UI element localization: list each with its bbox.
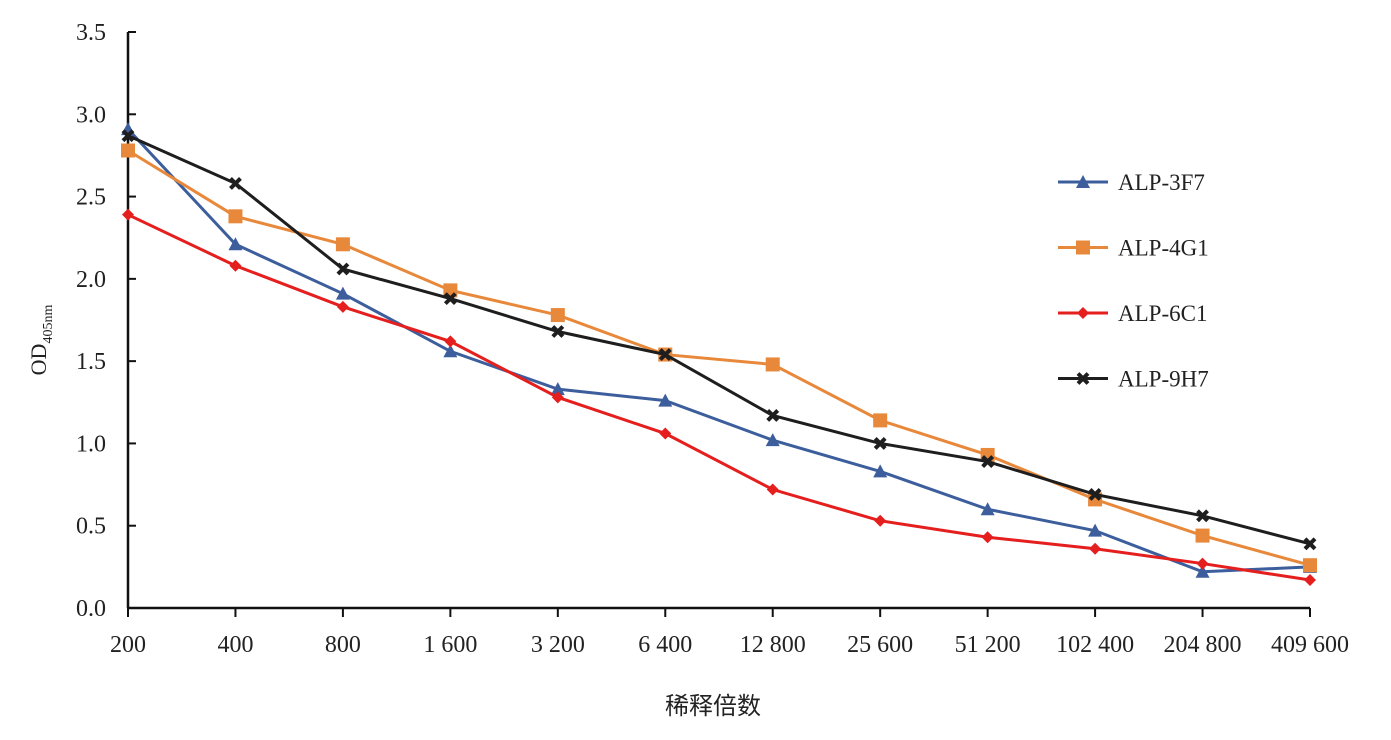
- legend-item: ALP-9H7: [1058, 367, 1209, 392]
- data-point: [1088, 523, 1103, 537]
- legend-item: ALP-6C1: [1058, 301, 1207, 326]
- legend-label: ALP-9H7: [1118, 367, 1209, 392]
- data-point: [766, 483, 779, 496]
- x-tick-label: 6 400: [638, 632, 692, 658]
- y-tick-label: 1.5: [76, 349, 106, 375]
- x-tick-label: 1 600: [423, 632, 477, 658]
- y-tick-label: 3.5: [76, 20, 106, 46]
- y-tick-label: 2.5: [76, 185, 106, 211]
- data-point: [121, 129, 135, 143]
- y-tick-label: 3.0: [76, 102, 106, 128]
- data-point: [443, 292, 457, 306]
- series-line: [127, 149, 1311, 567]
- series-line: [126, 128, 1311, 574]
- data-point: [228, 237, 243, 251]
- data-point: [1304, 574, 1316, 587]
- data-point: [550, 382, 565, 396]
- legend-label: ALP-3F7: [1118, 170, 1205, 195]
- y-tick-label: 0.5: [76, 514, 106, 540]
- y-tick-label: 1.0: [76, 431, 106, 457]
- y-tick-label: 2.0: [76, 267, 106, 293]
- x-tick-label: 12 800: [740, 632, 806, 658]
- y-tick-label: 0.0: [76, 596, 106, 622]
- data-point: [765, 357, 780, 372]
- x-tick-label: 400: [217, 632, 253, 658]
- data-point: [1089, 542, 1102, 555]
- x-tick-label: 204 800: [1164, 632, 1242, 658]
- data-point: [873, 437, 887, 450]
- data-point: [551, 391, 564, 404]
- data-point: [981, 531, 994, 544]
- data-point: [1303, 537, 1317, 551]
- series-alp-4g1: [121, 143, 1317, 573]
- data-point: [551, 325, 565, 338]
- x-tick-label: 25 600: [847, 632, 913, 658]
- x-axis-label: 稀释倍数: [665, 693, 761, 720]
- data-point: [335, 237, 350, 252]
- data-point: [766, 409, 780, 422]
- legend: ALP-3F7 ALP-4G1 ALP-6C1 ALP-9H7: [1058, 170, 1209, 392]
- data-point: [874, 514, 887, 527]
- x-tick-label: 102 400: [1056, 632, 1134, 658]
- data-point: [336, 262, 350, 276]
- y-axis-label-subscript: 405nm: [41, 305, 56, 344]
- axes: 0.0 0.5 1.0 1.5 2.0 2.5 3.0 3.5 200 400 800 1 600 3 …: [76, 20, 1349, 658]
- x-tick-label: 200: [110, 632, 146, 658]
- data-point: [336, 300, 349, 313]
- data-point: [122, 208, 134, 221]
- data-point: [873, 464, 888, 478]
- data-point: [981, 455, 995, 468]
- legend-label: ALP-4G1: [1118, 236, 1209, 261]
- data-point: [229, 176, 242, 190]
- data-point: [1088, 488, 1102, 501]
- data-point: [658, 393, 673, 407]
- data-point: [1195, 528, 1210, 543]
- legend-label: ALP-6C1: [1118, 301, 1207, 326]
- data-point: [659, 427, 672, 440]
- series-alp-6c1: [122, 208, 1316, 587]
- data-point: [121, 143, 135, 158]
- x-tick-label: 3 200: [531, 632, 585, 658]
- series-line: [127, 213, 1311, 582]
- data-point: [228, 209, 243, 224]
- x-tick-label: 409 600: [1271, 632, 1349, 658]
- series-alp-3f7: [121, 122, 1317, 578]
- y-axis-label: OD405nm: [26, 305, 56, 376]
- legend-item: ALP-3F7: [1058, 170, 1205, 195]
- legend-marker: [1076, 372, 1090, 385]
- x-tick-label: 800: [325, 632, 361, 658]
- data-point: [658, 348, 672, 361]
- legend-marker: [1076, 240, 1090, 255]
- data-point: [443, 344, 458, 358]
- data-point: [1196, 509, 1209, 523]
- legend-marker: [1077, 307, 1089, 319]
- data-point: [1195, 564, 1210, 578]
- data-point: [229, 259, 242, 272]
- data-point: [980, 502, 995, 516]
- series-group: [121, 122, 1317, 587]
- data-point: [444, 335, 457, 348]
- legend-marker: [1076, 175, 1090, 188]
- series-line: [127, 134, 1311, 546]
- data-point: [873, 413, 888, 428]
- data-point: [550, 308, 565, 323]
- x-tick-label: 51 200: [955, 632, 1021, 658]
- data-point: [335, 286, 350, 300]
- legend-item: ALP-4G1: [1058, 236, 1209, 261]
- series-alp-9h7: [121, 129, 1317, 551]
- data-point: [765, 433, 780, 447]
- data-point: [1196, 557, 1209, 570]
- data-point: [1303, 558, 1317, 573]
